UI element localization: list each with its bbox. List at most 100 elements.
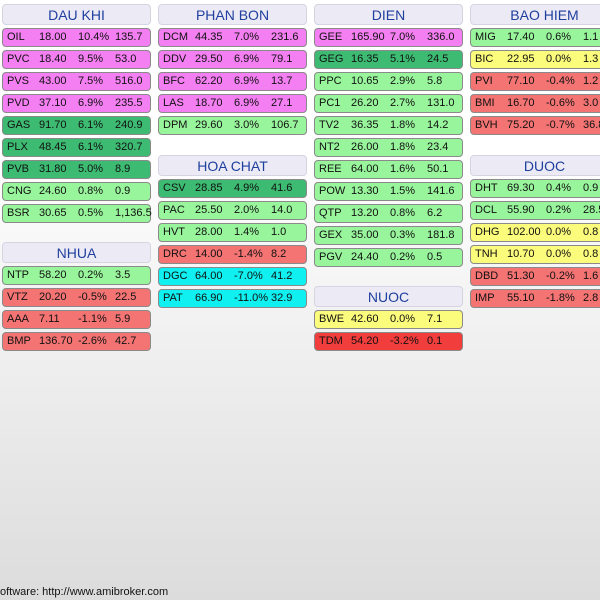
stock-row[interactable]: DGC 64.00 -7.0% 41.2	[158, 267, 307, 286]
stock-price: 62.20	[195, 75, 223, 87]
stock-price: 165.90	[351, 31, 385, 43]
stock-price: 42.60	[351, 313, 379, 325]
stock-row[interactable]: DHT 69.30 0.4% 0.9	[470, 179, 600, 198]
stock-symbol: PAC	[163, 204, 185, 216]
stock-symbol: HVT	[163, 226, 185, 238]
stock-row[interactable]: GEE 165.90 7.0% 336.0	[314, 28, 463, 47]
sector-title: DIEN	[314, 4, 463, 25]
stock-row[interactable]: LAS 18.70 6.9% 27.1	[158, 94, 307, 113]
stock-volume: 135.7	[115, 31, 143, 43]
stock-row[interactable]: HVT 28.00 1.4% 1.0	[158, 223, 307, 242]
stock-row[interactable]: PVB 31.80 5.0% 8.9	[2, 160, 151, 179]
stock-row[interactable]: PC1 26.20 2.7% 131.0	[314, 94, 463, 113]
stock-row[interactable]: BVH 75.20 -0.7% 36.8	[470, 116, 600, 135]
stock-change: 0.8%	[390, 207, 416, 219]
stock-row[interactable]: BWE 42.60 0.0% 7.1	[314, 310, 463, 329]
stock-row[interactable]: GAS 91.70 6.1% 240.9	[2, 116, 151, 135]
stock-price: 31.80	[39, 163, 67, 175]
stock-volume: 320.7	[115, 141, 143, 153]
stock-volume: 14.2	[427, 119, 449, 131]
stock-row[interactable]: QTP 13.20 0.8% 6.2	[314, 204, 463, 223]
stock-change: 1.4%	[234, 226, 260, 238]
stock-row[interactable]: PVS 43.00 7.5% 516.0	[2, 72, 151, 91]
stock-symbol: PVB	[7, 163, 30, 175]
stock-row[interactable]: OIL 18.00 10.4% 135.7	[2, 28, 151, 47]
stock-row[interactable]: PVI 77.10 -0.4% 1.2	[470, 72, 600, 91]
stock-row[interactable]: PPC 10.65 2.9% 5.8	[314, 72, 463, 91]
stock-symbol: BWE	[319, 313, 345, 325]
stock-price: 51.30	[507, 270, 535, 282]
stock-row[interactable]: BIC 22.95 0.0% 1.3	[470, 50, 600, 69]
stock-symbol: PVI	[475, 75, 493, 87]
stock-change: 6.1%	[78, 141, 104, 153]
stock-row[interactable]: TNH 10.70 0.0% 0.8	[470, 245, 600, 264]
stock-volume: 106.7	[271, 119, 299, 131]
stock-symbol: PVC	[7, 53, 30, 65]
stock-symbol: VTZ	[7, 291, 28, 303]
stock-change: -3.2%	[390, 335, 419, 347]
stock-symbol: PGV	[319, 251, 343, 263]
stock-symbol: BIC	[475, 53, 494, 65]
stock-row[interactable]: AAA 7.11 -1.1% 5.9	[2, 310, 151, 329]
stock-volume: 41.2	[271, 270, 293, 282]
stock-row[interactable]: VTZ 20.20 -0.5% 22.5	[2, 288, 151, 307]
stock-row[interactable]: DRC 14.00 -1.4% 8.2	[158, 245, 307, 264]
stock-row[interactable]: CSV 28.85 4.9% 41.6	[158, 179, 307, 198]
stock-row[interactable]: BMI 16.70 -0.6% 3.0	[470, 94, 600, 113]
stock-change: 1.5%	[390, 185, 416, 197]
stock-symbol: POW	[319, 185, 346, 197]
stock-price: 18.40	[39, 53, 67, 65]
stock-price: 48.45	[39, 141, 67, 153]
stock-row[interactable]: PAC 25.50 2.0% 14.0	[158, 201, 307, 220]
stock-row[interactable]: BSR 30.65 0.5% 1,136.5	[2, 204, 152, 223]
stock-symbol: IMP	[475, 292, 495, 304]
stock-volume: 131.0	[427, 97, 455, 109]
sector-title: NHUA	[2, 242, 151, 263]
stock-row[interactable]: DHG 102.00 0.0% 0.8	[470, 223, 600, 242]
stock-row[interactable]: TDM 54.20 -3.2% 0.1	[314, 332, 463, 351]
stock-row[interactable]: DBD 51.30 -0.2% 1.6	[470, 267, 600, 286]
stock-row[interactable]: REE 64.00 1.6% 50.1	[314, 160, 463, 179]
stock-volume: 28.5	[583, 204, 600, 216]
stock-row[interactable]: DCL 55.90 0.2% 28.5	[470, 201, 600, 220]
stock-row[interactable]: PLX 48.45 6.1% 320.7	[2, 138, 151, 157]
stock-volume: 36.8	[583, 119, 600, 131]
sector-group-phan-bon: PHAN BON DCM 44.35 7.0% 231.6 DDV 29.50 6.9% 79.…	[158, 4, 307, 135]
stock-price: 43.00	[39, 75, 67, 87]
stock-row[interactable]: DDV 29.50 6.9% 79.1	[158, 50, 307, 69]
stock-symbol: CNG	[7, 185, 32, 197]
stock-symbol: DCL	[475, 204, 498, 216]
stock-row[interactable]: NTP 58.20 0.2% 3.5	[2, 266, 151, 285]
stock-row[interactable]: DPM 29.60 3.0% 106.7	[158, 116, 307, 135]
stock-symbol: TDM	[319, 335, 343, 347]
stock-row[interactable]: MIG 17.40 0.6% 1.1	[470, 28, 600, 47]
stock-symbol: LAS	[163, 97, 184, 109]
stock-change: 1.8%	[390, 141, 416, 153]
stock-row[interactable]: BFC 62.20 6.9% 13.7	[158, 72, 307, 91]
stock-row[interactable]: PGV 24.40 0.2% 0.5	[314, 248, 463, 267]
stock-symbol: DRC	[163, 248, 187, 260]
stock-symbol: GEX	[319, 229, 343, 241]
stock-row[interactable]: GEX 35.00 0.3% 181.8	[314, 226, 463, 245]
stock-row[interactable]: IMP 55.10 -1.8% 2.8	[470, 289, 600, 308]
stock-price: 22.95	[507, 53, 535, 65]
stock-row[interactable]: PVC 18.40 9.5% 53.0	[2, 50, 151, 69]
stock-volume: 1.3	[583, 53, 599, 65]
stock-row[interactable]: BMP 136.70 -2.6% 42.7	[2, 332, 151, 351]
stock-row[interactable]: CNG 24.60 0.8% 0.9	[2, 182, 151, 201]
stock-row[interactable]: TV2 36.35 1.8% 14.2	[314, 116, 463, 135]
stock-volume: 0.8	[583, 226, 599, 238]
stock-row[interactable]: NT2 26.00 1.8% 23.4	[314, 138, 463, 157]
stock-symbol: BVH	[475, 119, 498, 131]
stock-row[interactable]: POW 13.30 1.5% 141.6	[314, 182, 463, 201]
stock-row[interactable]: GEG 16.35 5.1% 24.5	[314, 50, 463, 69]
stock-row[interactable]: PVD 37.10 6.9% 235.5	[2, 94, 151, 113]
stock-row[interactable]: DCM 44.35 7.0% 231.6	[158, 28, 307, 47]
stock-volume: 1.2	[583, 75, 599, 87]
stock-price: 18.00	[39, 31, 67, 43]
stock-price: 10.70	[507, 248, 535, 260]
stock-price: 66.90	[195, 292, 223, 304]
stock-price: 136.70	[39, 335, 73, 347]
stock-price: 17.40	[507, 31, 535, 43]
stock-row[interactable]: PAT 66.90 -11.0% 32.9	[158, 289, 307, 308]
